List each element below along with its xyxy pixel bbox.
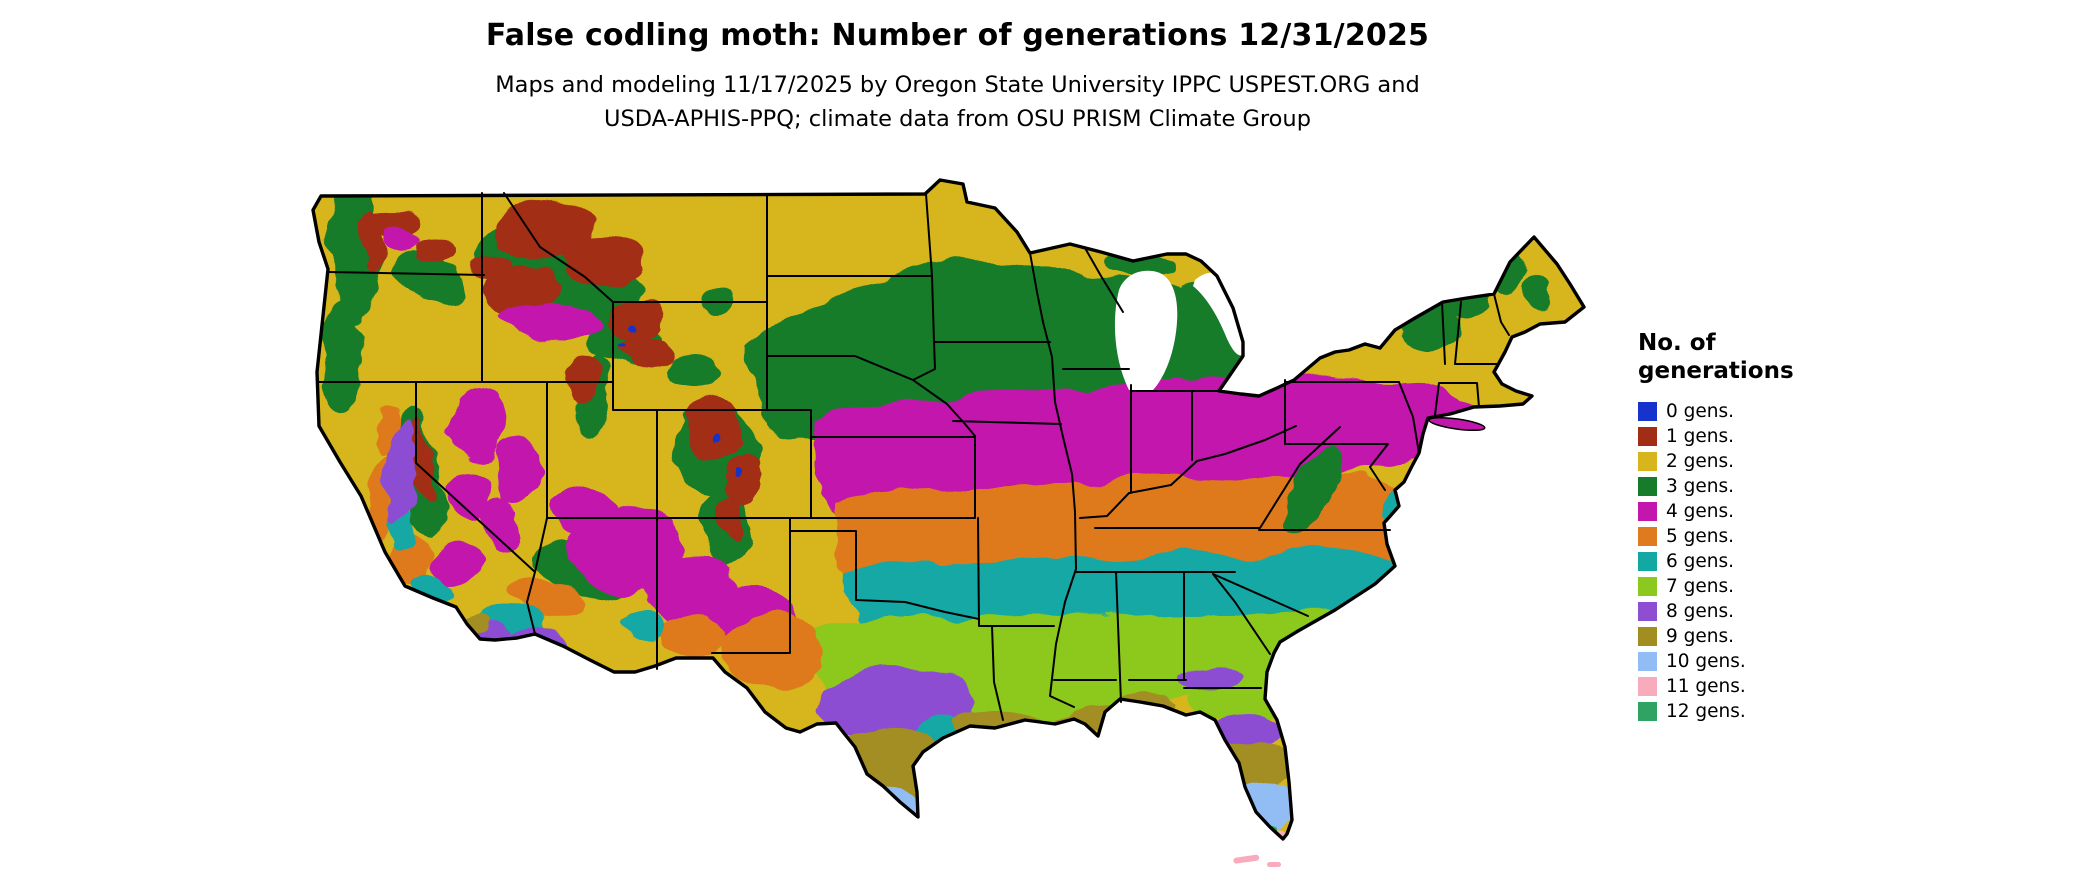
legend: No. of generations 0 gens. 1 gens. 2 gens.… <box>1638 330 1858 724</box>
legend-item-label: 10 gens. <box>1666 651 1746 673</box>
legend-swatch <box>1638 452 1657 472</box>
legend-item: 7 gens. <box>1638 574 1858 599</box>
map-subtitle-line2: USDA-APHIS-PPQ; climate data from OSU PR… <box>604 105 1311 132</box>
florida-keys <box>1267 862 1281 867</box>
legend-item-label: 11 gens. <box>1666 676 1746 698</box>
legend-item-label: 6 gens. <box>1666 551 1735 573</box>
legend-item-label: 12 gens. <box>1666 701 1746 723</box>
map-raster-area <box>313 180 1584 839</box>
legend-item-label: 3 gens. <box>1666 476 1735 498</box>
lake-michigan <box>1114 270 1178 390</box>
legend-item: 0 gens. <box>1638 399 1858 424</box>
legend-item-label: 2 gens. <box>1666 451 1735 473</box>
legend-swatch <box>1638 502 1657 522</box>
legend-item: 9 gens. <box>1638 624 1858 649</box>
legend-swatch <box>1638 427 1657 447</box>
legend-swatch <box>1638 527 1657 547</box>
us-map-svg <box>311 178 1586 867</box>
legend-item-label: 7 gens. <box>1666 576 1735 598</box>
legend-swatch <box>1638 552 1657 572</box>
us-outline <box>311 178 1586 841</box>
map-subtitle: Maps and modeling 11/17/2025 by Oregon S… <box>0 69 1915 137</box>
map-title: False codling moth: Number of generation… <box>485 18 1430 53</box>
legend-swatch <box>1638 702 1657 722</box>
legend-item-label: 9 gens. <box>1666 626 1735 648</box>
legend-item-label: 8 gens. <box>1666 601 1735 623</box>
legend-swatch <box>1638 677 1657 697</box>
legend-item: 8 gens. <box>1638 599 1858 624</box>
legend-item: 3 gens. <box>1638 474 1858 499</box>
legend-item-label: 0 gens. <box>1666 401 1735 423</box>
legend-items: 0 gens. 1 gens. 2 gens. 3 gens. 4 gens. 5 gen… <box>1638 399 1858 724</box>
legend-swatch <box>1638 652 1657 672</box>
legend-item: 10 gens. <box>1638 649 1858 674</box>
figure-header: False codling moth: Number of generation… <box>0 18 1915 137</box>
us-generations-map <box>295 172 1595 880</box>
legend-item: 1 gens. <box>1638 424 1858 449</box>
legend-item: 12 gens. <box>1638 699 1858 724</box>
florida-keys <box>1233 854 1260 864</box>
legend-item-label: 5 gens. <box>1666 526 1735 548</box>
legend-item: 5 gens. <box>1638 524 1858 549</box>
legend-item: 2 gens. <box>1638 449 1858 474</box>
legend-item-label: 4 gens. <box>1666 501 1735 523</box>
state-borders <box>318 192 1510 721</box>
legend-swatch <box>1638 602 1657 622</box>
legend-item: 6 gens. <box>1638 549 1858 574</box>
map-subtitle-line1: Maps and modeling 11/17/2025 by Oregon S… <box>495 72 1420 98</box>
legend-swatch <box>1638 577 1657 597</box>
legend-item: 11 gens. <box>1638 674 1858 699</box>
legend-swatch <box>1638 627 1657 647</box>
legend-title: No. of generations <box>1638 330 1794 384</box>
long-island <box>1428 416 1486 432</box>
legend-swatch <box>1638 402 1657 422</box>
legend-swatch <box>1638 477 1657 497</box>
legend-item: 4 gens. <box>1638 499 1858 524</box>
legend-item-label: 1 gens. <box>1666 426 1735 448</box>
